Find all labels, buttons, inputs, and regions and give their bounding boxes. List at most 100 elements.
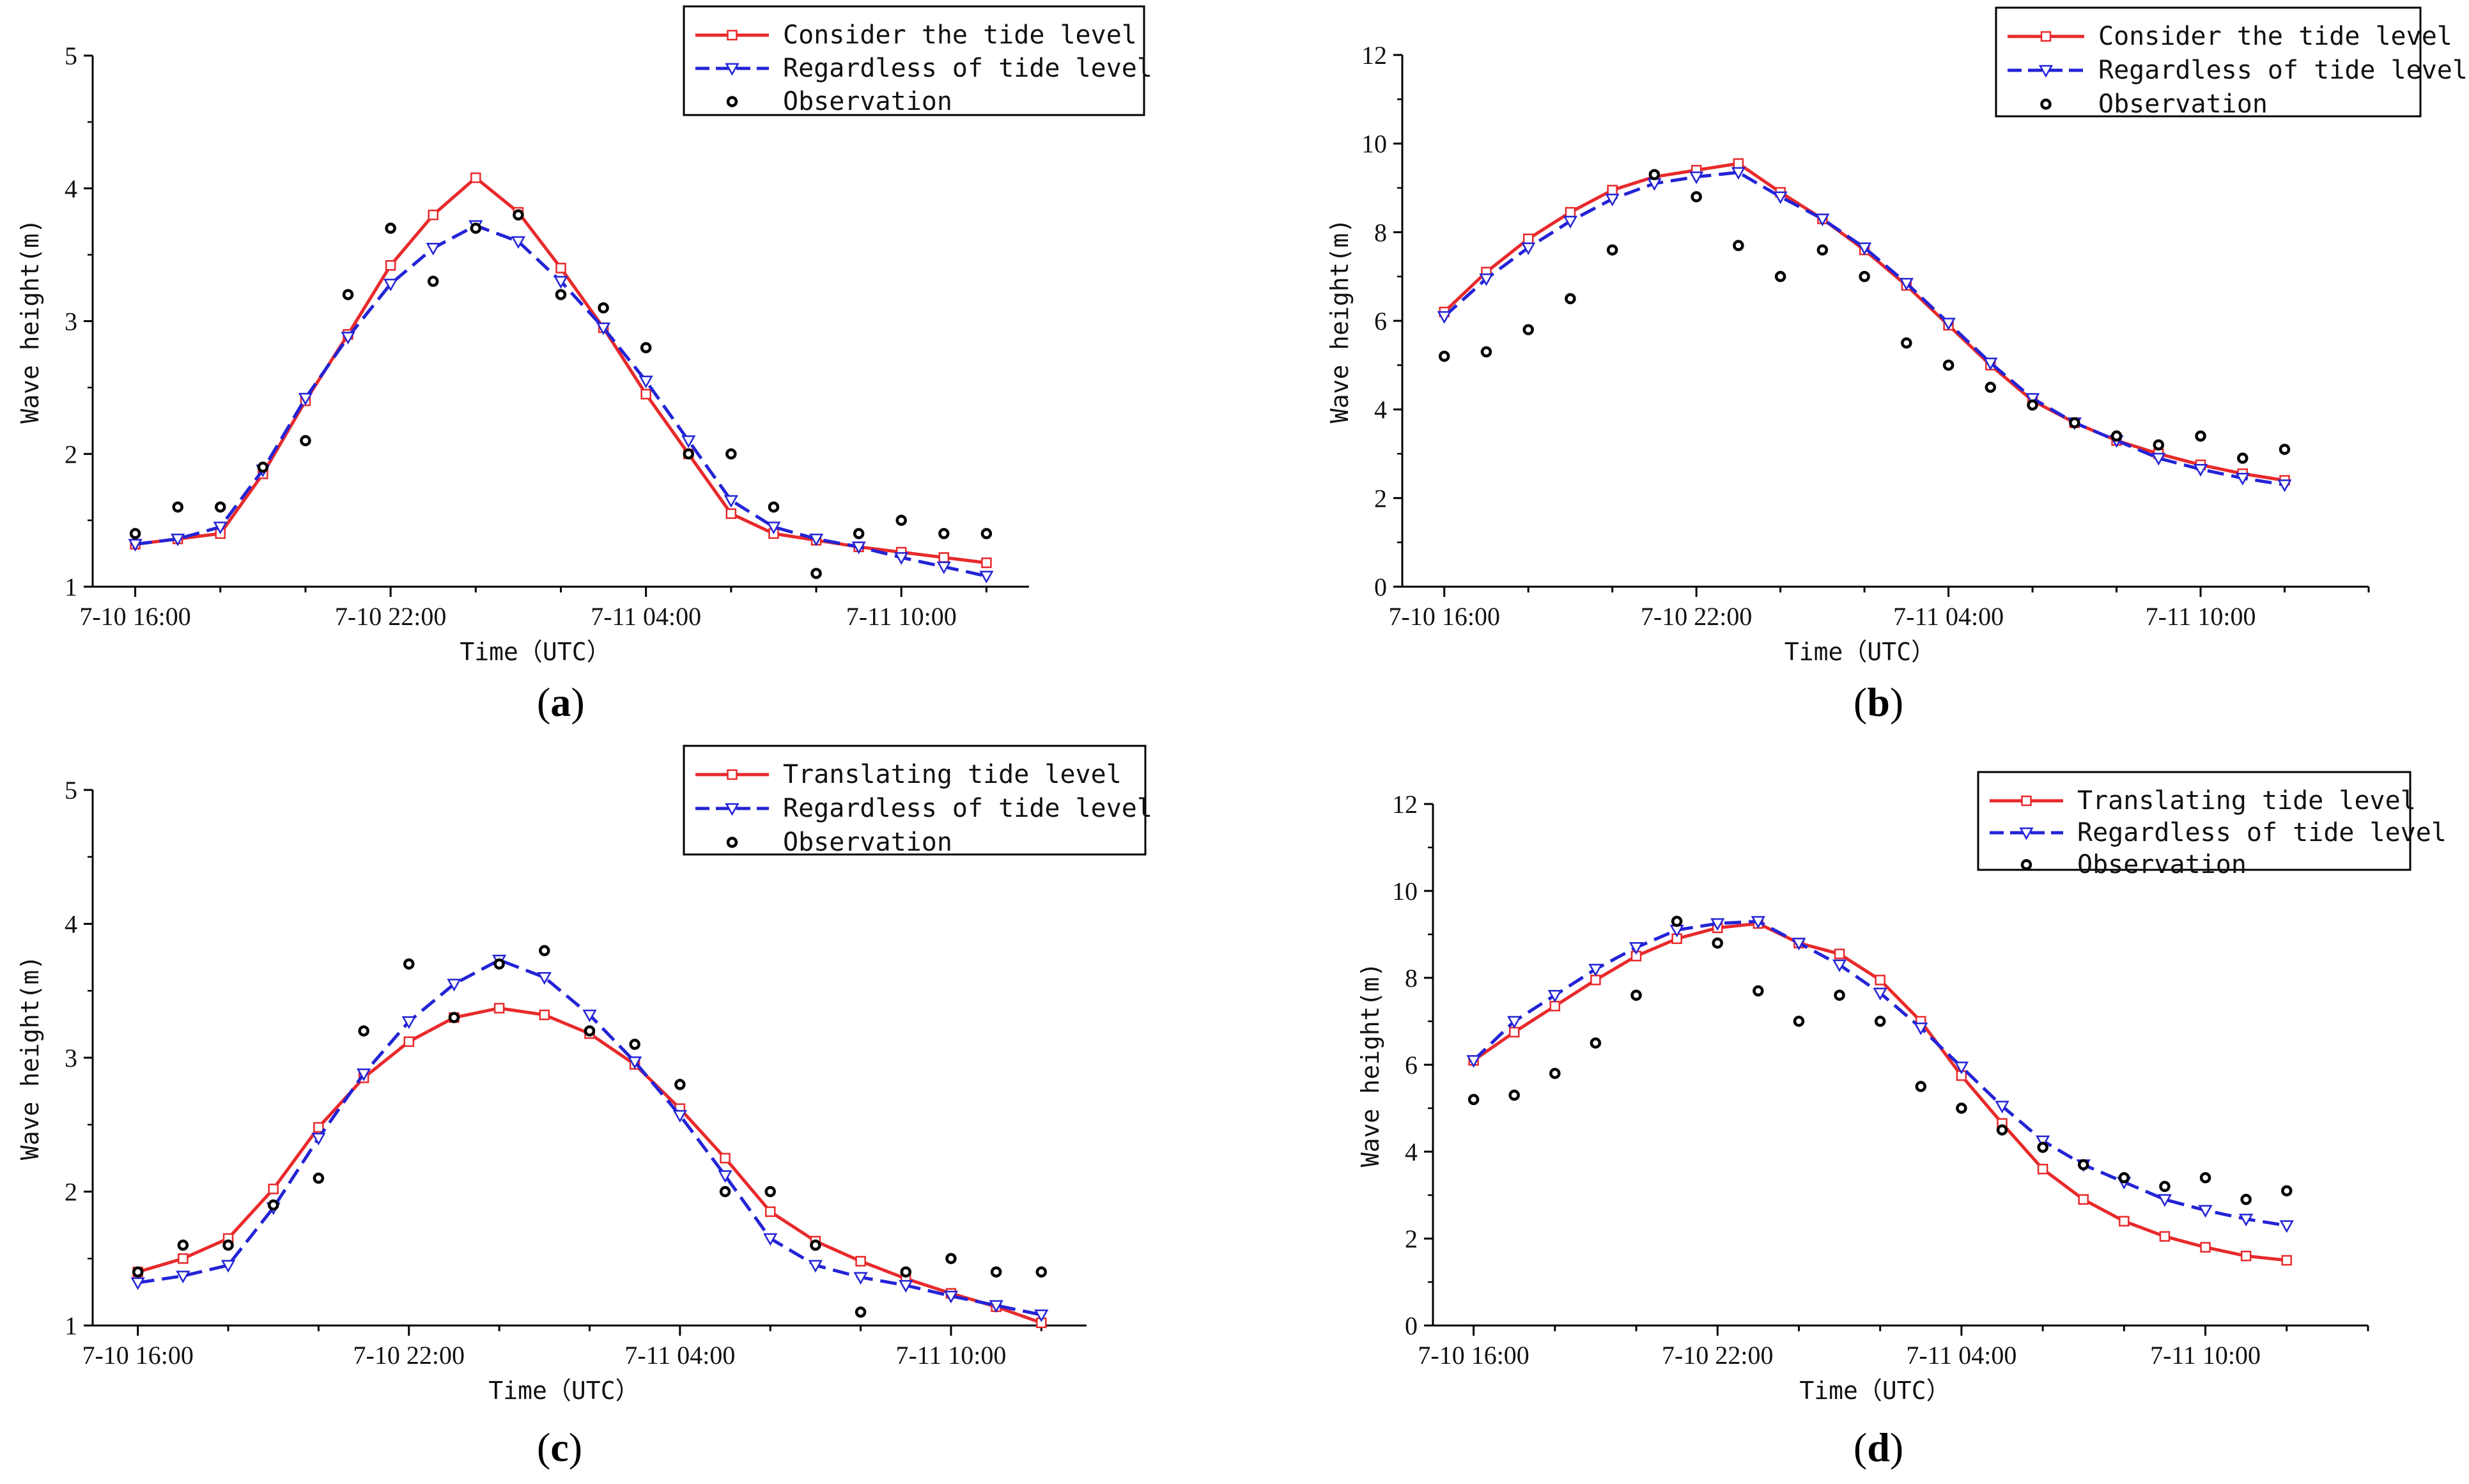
- data-point: [1857, 242, 1872, 256]
- data-point: [683, 448, 695, 460]
- y-tick-label: 10: [1361, 130, 1387, 158]
- data-point: [1629, 942, 1644, 955]
- data-point: [177, 1239, 189, 1251]
- data-point: [1859, 270, 1870, 282]
- data-point: [768, 501, 780, 513]
- y-tick-label: 6: [1374, 307, 1387, 336]
- data-point: [1522, 233, 1534, 244]
- legend-marker: [2040, 31, 2052, 42]
- data-point: [213, 522, 228, 535]
- axes: 0 2 4 6 8 10 12 7-10 16:00 7-10 22:00 7-11 04:00 7…: [1326, 41, 2370, 666]
- data-point: [582, 1009, 597, 1023]
- data-point: [938, 552, 950, 563]
- x-tick-label: 7-10 16:00: [1418, 1341, 1529, 1370]
- y-axis-title: Wave height(m): [1326, 219, 1354, 423]
- data-point: [1508, 1026, 1520, 1038]
- x-tick-label: 7-10 22:00: [353, 1341, 465, 1370]
- data-point: [1607, 185, 1618, 196]
- data-point: [1522, 324, 1534, 336]
- legend-entry: Observation: [783, 828, 952, 857]
- data-point: [808, 1260, 823, 1273]
- data-point: [853, 528, 865, 539]
- data-point: [1507, 1016, 1522, 1029]
- data-point: [2279, 1220, 2294, 1233]
- data-point: [313, 1122, 324, 1133]
- legend-entry: Consider the tide level: [783, 20, 1137, 50]
- data-point: [1590, 975, 1601, 985]
- y-tick-label: 12: [1392, 790, 1418, 819]
- x-tick-label: 7-11 10:00: [2150, 1341, 2261, 1370]
- x-tick-label: 7-10 16:00: [79, 602, 190, 631]
- data-point: [539, 945, 550, 957]
- chart-panel-b: 0 2 4 6 8 10 12 7-10 16:00 7-10 22:00 7-11 04:00 7…: [1326, 6, 2468, 666]
- data-point: [2118, 1172, 2130, 1184]
- data-point: [447, 978, 461, 992]
- data-point: [267, 1199, 279, 1211]
- data-point: [341, 332, 355, 344]
- data-point: [2200, 1242, 2211, 1253]
- data-point: [129, 528, 141, 539]
- legend-marker: [725, 63, 739, 76]
- data-point: [132, 1266, 144, 1278]
- data-point: [448, 1012, 460, 1023]
- legend-entry: Observation: [783, 87, 952, 116]
- data-point: [1875, 975, 1885, 985]
- data-point: [672, 1109, 688, 1123]
- data-point: [511, 236, 526, 249]
- panel-label-b: (b): [1854, 679, 1904, 725]
- legend-marker: [2021, 795, 2032, 807]
- data-point: [981, 557, 992, 568]
- y-tick-label: 2: [1405, 1225, 1418, 1253]
- data-point: [629, 1039, 640, 1050]
- data-point: [1671, 915, 1683, 927]
- data-point: [681, 435, 696, 449]
- data-point: [1954, 1062, 1969, 1074]
- data-point: [945, 1253, 957, 1264]
- data-point: [1437, 311, 1451, 324]
- data-point: [1549, 1000, 1561, 1012]
- y-tick-label: 4: [65, 910, 77, 939]
- data-point: [1815, 213, 1830, 227]
- y-tick-label: 1: [65, 1311, 77, 1340]
- data-point: [1834, 948, 1845, 959]
- data-point: [2025, 393, 2040, 406]
- data-point: [855, 1306, 867, 1318]
- data-point: [990, 1266, 1002, 1278]
- x-tick-label: 7-11 04:00: [624, 1341, 735, 1370]
- data-point: [1630, 989, 1642, 1001]
- legend: Translating tide level Regardless of tide…: [683, 745, 1152, 857]
- series-square: [130, 172, 992, 568]
- y-tick-label: 12: [1361, 41, 1387, 70]
- legend-entry: Regardless of tide level: [783, 54, 1152, 83]
- data-point: [1956, 1102, 1967, 1114]
- x-tick-label: 7-11 04:00: [591, 602, 701, 631]
- data-point: [385, 222, 396, 234]
- y-tick-label: 0: [1374, 573, 1387, 601]
- data-point: [763, 1233, 778, 1246]
- y-tick-label: 4: [1374, 396, 1387, 424]
- series-circle: [1438, 169, 2291, 464]
- data-point: [936, 561, 951, 575]
- chart-panel-a: 1 2 3 4 5 7-10 16:00 7-10 22:00 7-11 04:00 7-11 …: [16, 5, 1152, 666]
- data-point: [428, 210, 438, 220]
- data-point: [2199, 1172, 2211, 1184]
- panel-label-c: (c): [537, 1425, 583, 1470]
- y-tick-label: 1: [65, 573, 77, 601]
- data-point: [900, 1266, 912, 1278]
- x-axis-title: Time（UTC）: [1784, 638, 1935, 666]
- data-point: [128, 539, 143, 552]
- legend-box: [683, 745, 1147, 856]
- data-point: [257, 461, 269, 473]
- data-point: [130, 1277, 145, 1290]
- data-point: [809, 533, 824, 546]
- data-point: [1873, 987, 1887, 1001]
- data-point: [810, 1239, 821, 1251]
- data-point: [172, 501, 183, 513]
- x-tick-label: 7-11 10:00: [2146, 602, 2256, 631]
- data-point: [674, 1079, 686, 1090]
- data-point: [1590, 1037, 1602, 1049]
- data-point: [403, 958, 415, 970]
- legend-marker: [725, 803, 739, 816]
- data-point: [1774, 270, 1786, 282]
- data-point: [1816, 244, 1829, 256]
